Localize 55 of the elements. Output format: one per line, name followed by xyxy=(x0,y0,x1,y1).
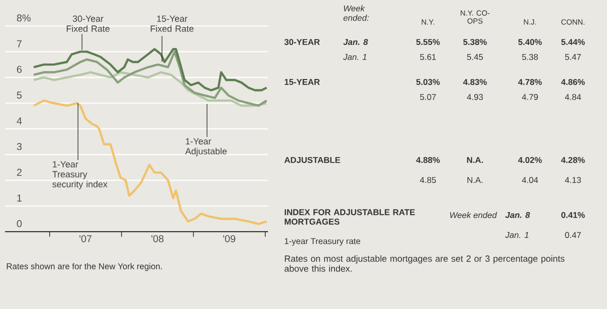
text: 0.47 xyxy=(565,232,581,238)
text: 4.28% xyxy=(561,157,585,163)
text: Rates shown are for the New York region. xyxy=(6,263,162,271)
text: Jan. 1 xyxy=(505,232,528,238)
text: N.A. xyxy=(467,177,482,183)
text: 30-YEAR xyxy=(284,39,320,45)
text: Jan. 8 xyxy=(505,212,530,218)
y-tick-label: 6 xyxy=(17,66,22,73)
series-label: 1-Year Treasury security index xyxy=(52,161,108,190)
text: 5.38 xyxy=(522,54,538,60)
y-tick-label: 7 xyxy=(17,40,22,48)
y-tick-label: 2 xyxy=(17,168,22,176)
y-tick-label: 4 xyxy=(16,117,22,124)
text: 4.85 xyxy=(420,177,436,183)
text: 4.88% xyxy=(416,157,440,163)
text: Jan. 8 xyxy=(343,39,368,45)
text: 5.07 xyxy=(420,94,436,100)
text: Rates on most adjustable mortgages are set 2 or 3 percentage points above this index. xyxy=(284,255,564,272)
text: 4.78% xyxy=(518,79,542,85)
text: 4.86% xyxy=(561,79,585,85)
y-tick-label: 1 xyxy=(17,194,22,202)
text: 0.41% xyxy=(561,212,585,218)
y-tick-label: 3 xyxy=(16,142,22,150)
text: 5.38% xyxy=(463,39,487,45)
text: INDEX FOR ADJUSTABLE RATE MORTGAGES xyxy=(284,209,415,225)
text: ADJUSTABLE xyxy=(284,157,340,163)
text: 5.40% xyxy=(518,39,542,45)
text: 5.44% xyxy=(561,39,585,45)
y-tick-label: 5 xyxy=(16,92,22,99)
y-tick-label: 8% xyxy=(16,14,31,22)
text: 4.84 xyxy=(564,94,582,100)
text: 4.79 xyxy=(522,94,538,100)
text: 5.55% xyxy=(416,39,440,45)
text: 4.93 xyxy=(466,94,483,100)
text: 1-year Treasury rate xyxy=(284,238,360,246)
text: 4.04 xyxy=(522,177,538,183)
text: 5.45 xyxy=(467,54,483,60)
text: 4.02% xyxy=(518,157,542,163)
text: 30-Year Fixed Rate xyxy=(66,15,110,32)
x-tick-label: '07 xyxy=(80,235,92,242)
x-tick-label: '09 xyxy=(223,235,236,242)
text: 5.61 xyxy=(420,54,436,60)
text: Week ended xyxy=(450,212,498,218)
text: 5.03% xyxy=(416,79,440,85)
text: 5.47 xyxy=(565,54,581,60)
x-tick-label: '08 xyxy=(151,235,164,242)
text: 1-Year Adjustable xyxy=(185,138,227,156)
text: 4.83% xyxy=(463,79,487,85)
text: Week ended: xyxy=(343,5,369,21)
text: N.A. xyxy=(467,157,483,163)
text: 15-Year Fixed Rate xyxy=(150,16,194,32)
text: 4.13 xyxy=(564,177,581,183)
text: 15-YEAR xyxy=(284,79,320,85)
text: Jan. 1 xyxy=(343,54,366,60)
y-tick-label: 0 xyxy=(16,220,22,228)
